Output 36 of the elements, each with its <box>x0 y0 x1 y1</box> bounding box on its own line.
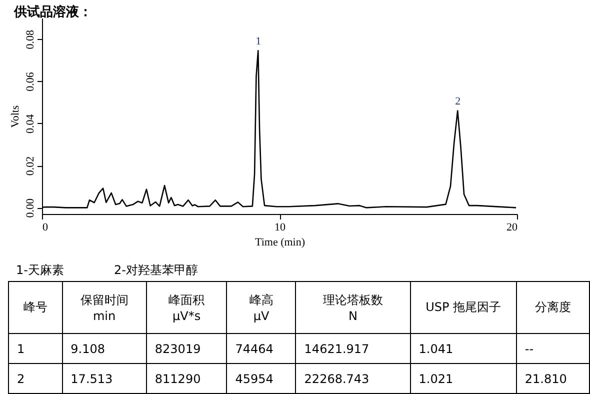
y-tick-label: 0.08 <box>24 29 36 50</box>
text: 2-对羟基苯甲醇 <box>114 263 198 277</box>
x-tick-label: 10 <box>274 222 286 234</box>
text: 2 <box>8 364 62 394</box>
text: 峰面积 μV*s <box>146 282 227 334</box>
y-tick-label: 0.02 <box>24 156 36 176</box>
y-tick-label: 0.04 <box>24 114 36 134</box>
x-tick-label: 0 <box>42 222 48 234</box>
text: 1.041 <box>410 334 516 364</box>
text: USP 拖尾因子 <box>410 282 516 334</box>
text: 1-天麻素 <box>16 263 64 277</box>
text: 峰号 <box>8 282 62 334</box>
text: 811290 <box>146 364 227 394</box>
text: 保留时间 min <box>62 282 146 334</box>
y-tick-label: 0.00 <box>24 198 36 218</box>
text: 14621.917 <box>296 334 410 364</box>
text: 峰高 μV <box>226 282 296 334</box>
text: 74464 <box>226 334 296 364</box>
annotation: 1 <box>256 36 262 48</box>
text: 理论塔板数 N <box>296 282 410 334</box>
text: 45954 <box>226 364 296 394</box>
y-axis-title: Volts <box>10 105 22 128</box>
text: 21.810 <box>516 364 590 394</box>
text: 1.021 <box>410 364 516 394</box>
x-tick-label: 20 <box>506 222 518 234</box>
x-axis-title: Time (min) <box>254 236 306 248</box>
text: 22268.743 <box>296 364 410 394</box>
chart-title: 供试品溶液： <box>14 4 92 21</box>
text: 9.108 <box>62 334 146 364</box>
text: 分离度 <box>516 282 590 334</box>
annotation: 2 <box>455 96 461 108</box>
text: 17.513 <box>62 364 146 394</box>
y-tick-label: 0.06 <box>24 72 36 92</box>
text: 823019 <box>146 334 227 364</box>
text: -- <box>516 334 590 364</box>
text: 1 <box>8 334 62 364</box>
